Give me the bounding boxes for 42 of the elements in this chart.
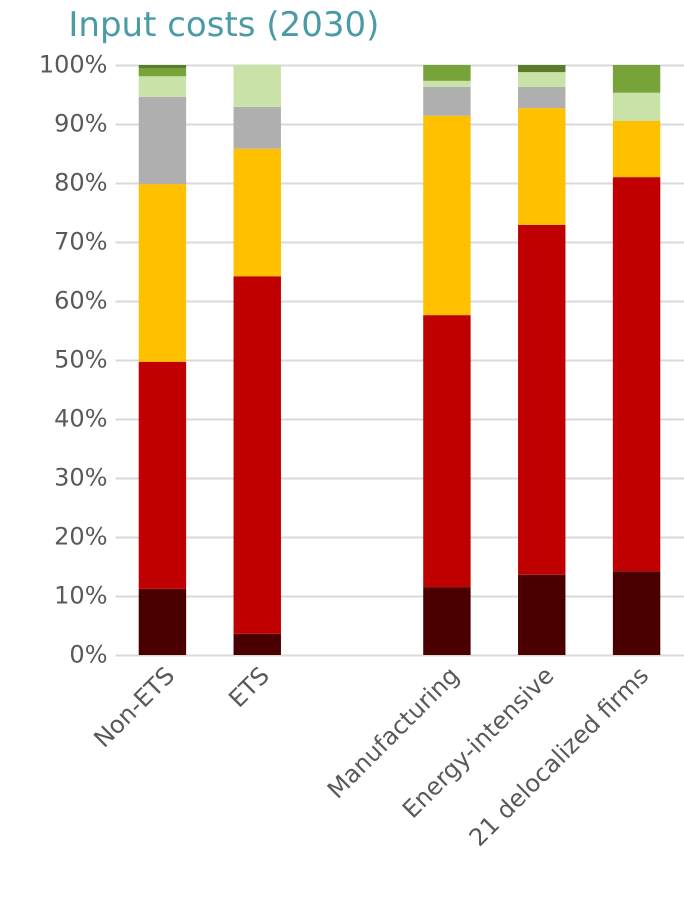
bar xyxy=(518,65,566,72)
bar xyxy=(234,106,281,149)
y-tick-label: 80% xyxy=(54,168,108,196)
bar xyxy=(423,116,471,316)
bar xyxy=(423,80,471,87)
bar xyxy=(612,92,660,122)
bar xyxy=(234,634,281,655)
y-tick-label: 90% xyxy=(54,110,108,138)
y-tick-label: 20% xyxy=(54,522,108,550)
bar xyxy=(138,184,186,362)
bar xyxy=(612,571,660,655)
bar xyxy=(138,96,186,184)
y-tick-label: 10% xyxy=(54,582,108,610)
bar xyxy=(138,76,186,97)
bar xyxy=(518,108,566,225)
y-tick-label: 40% xyxy=(54,404,108,432)
y-tick-label: 0% xyxy=(69,640,108,668)
bar xyxy=(518,86,566,108)
bar xyxy=(423,587,471,655)
bar xyxy=(612,121,660,178)
chart-title: Input costs (2030) xyxy=(68,5,380,45)
bar xyxy=(234,148,281,276)
bar xyxy=(518,224,566,575)
bar xyxy=(423,315,471,588)
x-tick-label: ETS xyxy=(223,661,275,714)
bar xyxy=(234,65,281,107)
bar xyxy=(423,86,471,116)
bar xyxy=(138,68,186,76)
y-tick-label: 50% xyxy=(54,346,108,374)
y-tick-label: 100% xyxy=(38,50,108,78)
bar xyxy=(612,65,660,93)
bar xyxy=(612,177,660,572)
bar xyxy=(138,588,186,655)
bar xyxy=(138,65,186,68)
bar xyxy=(423,65,471,81)
bar xyxy=(138,362,186,589)
y-tick-label: 30% xyxy=(54,464,108,492)
bar xyxy=(518,574,566,655)
bar xyxy=(234,276,281,634)
y-tick-label: 70% xyxy=(54,228,108,256)
bar xyxy=(518,72,566,87)
y-tick-label: 60% xyxy=(54,286,108,314)
